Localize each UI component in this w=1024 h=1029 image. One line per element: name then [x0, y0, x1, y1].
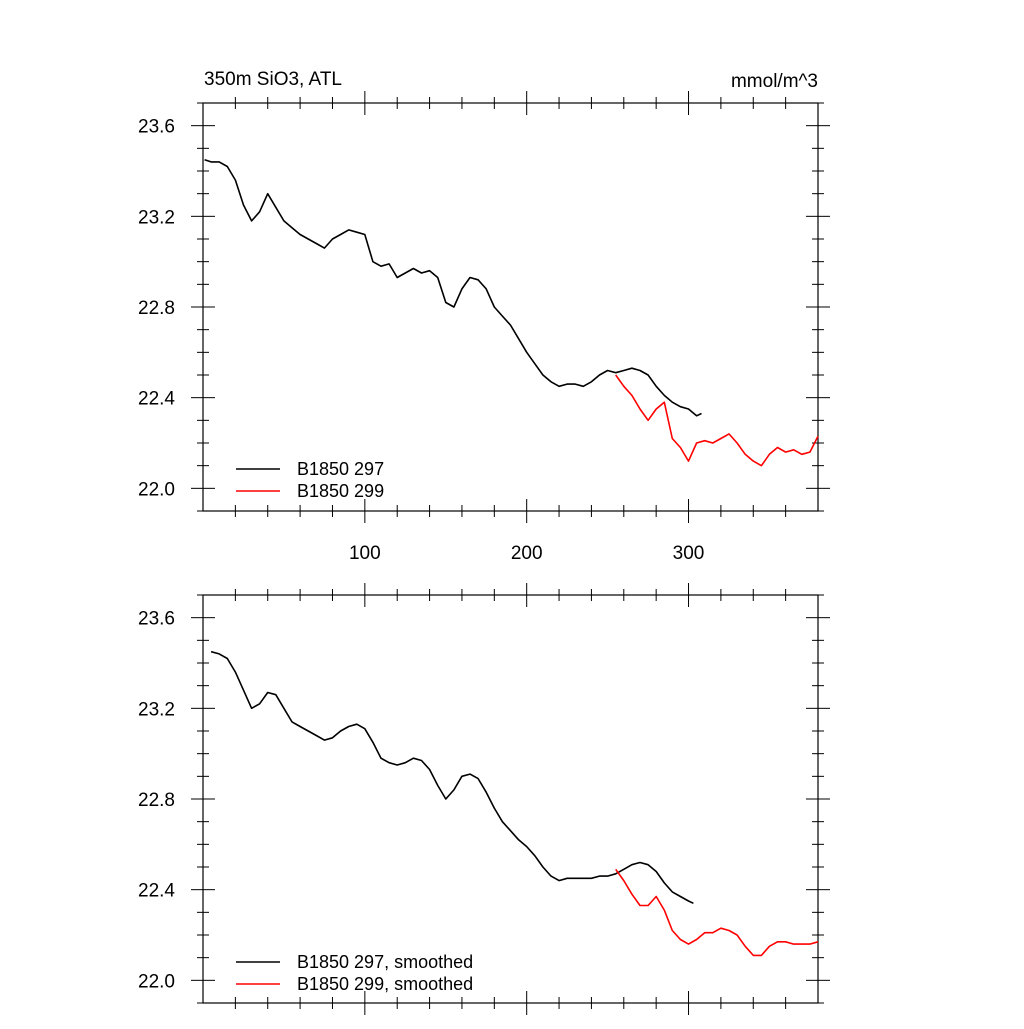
- legend-label: B1850 297: [297, 459, 384, 479]
- top-panel: 22.0 22.4 22.8 23.2 23.6 100 200 300 B1850 297B1…: [138, 91, 830, 564]
- x-tick-label: 200: [511, 543, 543, 564]
- series-line-2: [615, 374, 819, 467]
- y-tick-label: 22.8: [138, 790, 175, 811]
- y-tick-label: 23.2: [138, 207, 175, 228]
- y-tick-label: 23.6: [138, 609, 175, 630]
- y-tick-label: 22.0: [138, 479, 175, 500]
- series-line-1: [204, 158, 702, 417]
- y-tick-label: 23.2: [138, 699, 175, 720]
- series-line-2: [615, 868, 819, 957]
- legend-label: B1850 299: [297, 481, 384, 501]
- y-tick-label: 22.4: [138, 389, 175, 410]
- chart-title-right: mmol/m^3: [731, 71, 818, 92]
- plot-frame: [202, 594, 819, 1004]
- x-tick-label: 100: [349, 543, 381, 564]
- plot-frame: [202, 102, 819, 512]
- legend-label: B1850 299, smoothed: [297, 974, 473, 994]
- y-tick-label: 22.8: [138, 298, 175, 319]
- x-tick-label: 300: [673, 543, 705, 564]
- chart-title-left: 350m SiO3, ATL: [204, 69, 342, 90]
- y-tick-label: 23.6: [138, 117, 175, 138]
- series-line-1: [210, 650, 694, 905]
- y-tick-label: 22.0: [138, 971, 175, 992]
- y-tick-label: 22.4: [138, 881, 175, 902]
- bottom-panel: 22.0 22.4 22.8 23.2 23.6 B1850 297, smoothedB…: [138, 583, 830, 1015]
- legend-label: B1850 297, smoothed: [297, 952, 473, 972]
